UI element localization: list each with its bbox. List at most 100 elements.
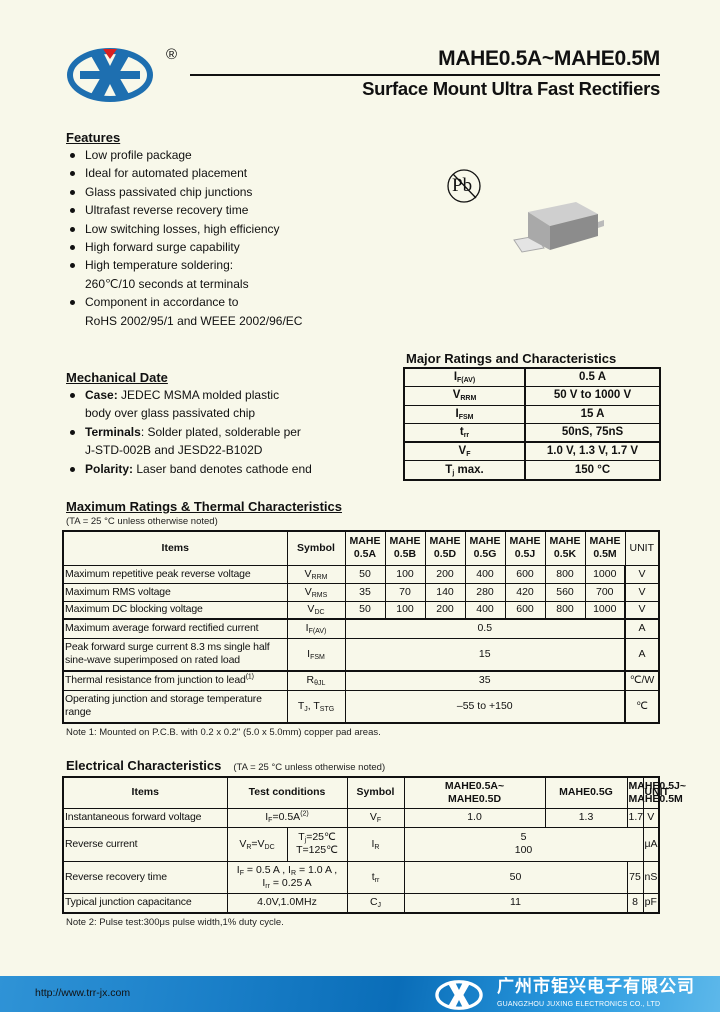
bullet-icon <box>70 226 75 232</box>
value-cell: 11 <box>403 892 628 914</box>
symbol: TJ, TSTG <box>286 689 346 724</box>
table-row: Maximum average forward rectified curren… <box>62 618 660 639</box>
column-header: MAHE0.5G <box>544 776 628 809</box>
value-cell: –55 to +150 <box>344 689 626 724</box>
table-row: VF 1.0 V, 1.3 V, 1.7 V <box>403 441 661 462</box>
table-row: Reverse recovery time IF = 0.5 A , IR = 1… <box>62 860 660 894</box>
bullet-icon <box>70 171 75 177</box>
column-header: UNIT <box>642 776 669 809</box>
symbol: IR <box>346 826 405 862</box>
major-ratings-heading: Major Ratings and Characteristics <box>406 351 617 366</box>
bullet-icon <box>70 300 75 306</box>
unit: nS <box>642 860 660 894</box>
value-cell: 560 <box>544 582 586 602</box>
column-header: MAHE 0.5K <box>544 530 586 566</box>
unit: V <box>624 564 660 584</box>
table-row: Maximum RMS voltage VRMS 35 70 140 280 420 560 7… <box>62 582 660 602</box>
mechanical-item: Terminals: Solder plated, solderable per… <box>66 423 312 460</box>
mechanical-heading: Mechanical Date <box>66 370 168 385</box>
column-header: MAHE 0.5J <box>504 530 546 566</box>
item-name: Instantaneous forward voltage <box>62 807 228 828</box>
item-name: Thermal resistance from junction to lead… <box>62 670 288 691</box>
electrical-table: Items Test conditions Symbol MAHE0.5A~ MAHE0… <box>62 776 686 914</box>
bullet-icon <box>70 466 75 472</box>
footer-band: http://www.trr-jx.com 广州市钜兴电子有限公司 GUANGZ… <box>0 976 720 1012</box>
value-cell: 280 <box>464 582 506 602</box>
symbol: trr <box>346 860 405 894</box>
item-name: Typical junction capacitance <box>62 892 228 914</box>
item-label: Case: <box>85 388 118 402</box>
parameter-symbol: VF <box>403 441 526 462</box>
column-header: Symbol <box>286 530 346 566</box>
value-cell: 100 <box>384 600 426 620</box>
value-cell: 0.5 <box>344 618 626 639</box>
column-header: MAHE 0.5B <box>384 530 426 566</box>
item-name: Maximum repetitive peak reverse voltage <box>62 564 288 584</box>
bullet-icon <box>70 208 75 214</box>
feature-item: Ultrafast reverse recovery time <box>66 201 302 219</box>
mechanical-item: Polarity: Laser band denotes cathode end <box>66 460 312 478</box>
value-cell: 800 <box>544 600 586 620</box>
value-cell: 200 <box>424 600 466 620</box>
item-name: Reverse recovery time <box>62 860 228 894</box>
bullet-icon <box>70 245 75 251</box>
symbol: CJ <box>346 892 405 914</box>
unit: A <box>624 637 660 672</box>
electrical-heading: Electrical Characteristics <box>66 758 222 773</box>
value-cell: 15 <box>344 637 626 672</box>
max-ratings-heading: Maximum Ratings & Thermal Characteristic… <box>66 499 342 514</box>
parameter-symbol: IF(AV) <box>403 367 526 388</box>
feature-item: Ideal for automated placement <box>66 164 302 182</box>
feature-item: Low switching losses, high efficiency <box>66 220 302 238</box>
value-cell: 100 <box>384 564 426 584</box>
value-cell: 1000 <box>584 600 626 620</box>
item-name: Maximum RMS voltage <box>62 582 288 602</box>
value-cell: 600 <box>504 600 546 620</box>
value-cell: 35 <box>344 670 626 691</box>
symbol: IF(AV) <box>286 618 346 639</box>
features-list: Low profile package Ideal for automated p… <box>66 146 302 330</box>
value-cell: 35 <box>344 582 386 602</box>
item-name: Reverse current <box>62 826 228 862</box>
item-name: Maximum DC blocking voltage <box>62 600 288 620</box>
item-label: Terminals <box>85 424 141 439</box>
test-condition: 4.0V,1.0MHz <box>226 892 348 914</box>
symbol: VF <box>346 807 405 828</box>
parameter-value: 50nS, 75nS <box>524 423 661 443</box>
value-cell: 70 <box>384 582 426 602</box>
symbol: IFSM <box>286 637 346 672</box>
value-cell: 700 <box>584 582 626 602</box>
item-label: Polarity: <box>85 461 134 476</box>
column-header: MAHE0.5J~ MAHE0.5M <box>626 776 686 809</box>
value-cell: 400 <box>464 564 506 584</box>
feature-item: High forward surge capability <box>66 238 302 256</box>
features-heading: Features <box>66 130 121 145</box>
note-1: Note 1: Mounted on P.C.B. with 0.2 x 0.2… <box>66 727 381 738</box>
value-cell: 1.3 <box>544 807 628 828</box>
value-cell: 200 <box>424 564 466 584</box>
unit: A <box>624 618 660 639</box>
bullet-icon <box>70 153 75 158</box>
value-cell: 50 <box>344 600 386 620</box>
table-row: Operating junction and storage temperatu… <box>62 689 660 724</box>
column-header: Items <box>62 530 288 566</box>
test-condition: Tj=25℃ T=125℃ <box>286 826 348 862</box>
website-link[interactable]: http://www.trr-jx.com <box>35 987 131 999</box>
table-row: VRRM 50 V to 1000 V <box>403 386 661 406</box>
value-cell: 140 <box>424 582 466 602</box>
value-cell: 8 <box>626 892 644 914</box>
table-row: IF(AV) 0.5 A <box>403 367 661 388</box>
parameter-symbol: Tj max. <box>403 460 526 481</box>
electrical-condition: (TA = 25 °C unless otherwise noted) <box>233 762 386 773</box>
pb-free-icon: Pb <box>446 168 482 204</box>
table-row: Reverse current VR=VDC Tj=25℃ T=125℃ IR 5 100 μ… <box>62 826 660 862</box>
company-name-cn: 广州市钜兴电子有限公司 <box>497 977 695 996</box>
page-title: MAHE0.5A~MAHE0.5M <box>438 47 660 70</box>
table-row: Maximum repetitive peak reverse voltage V… <box>62 564 660 584</box>
unit: ℃ <box>624 689 660 724</box>
note-2: Note 2: Pulse test:300μs pulse width,1% … <box>66 917 284 928</box>
registered-mark: ® <box>166 46 178 63</box>
test-condition: IF = 0.5 A , IR = 1.0 A , Irr = 0.25 A <box>226 860 348 894</box>
parameter-value: 50 V to 1000 V <box>524 386 661 406</box>
